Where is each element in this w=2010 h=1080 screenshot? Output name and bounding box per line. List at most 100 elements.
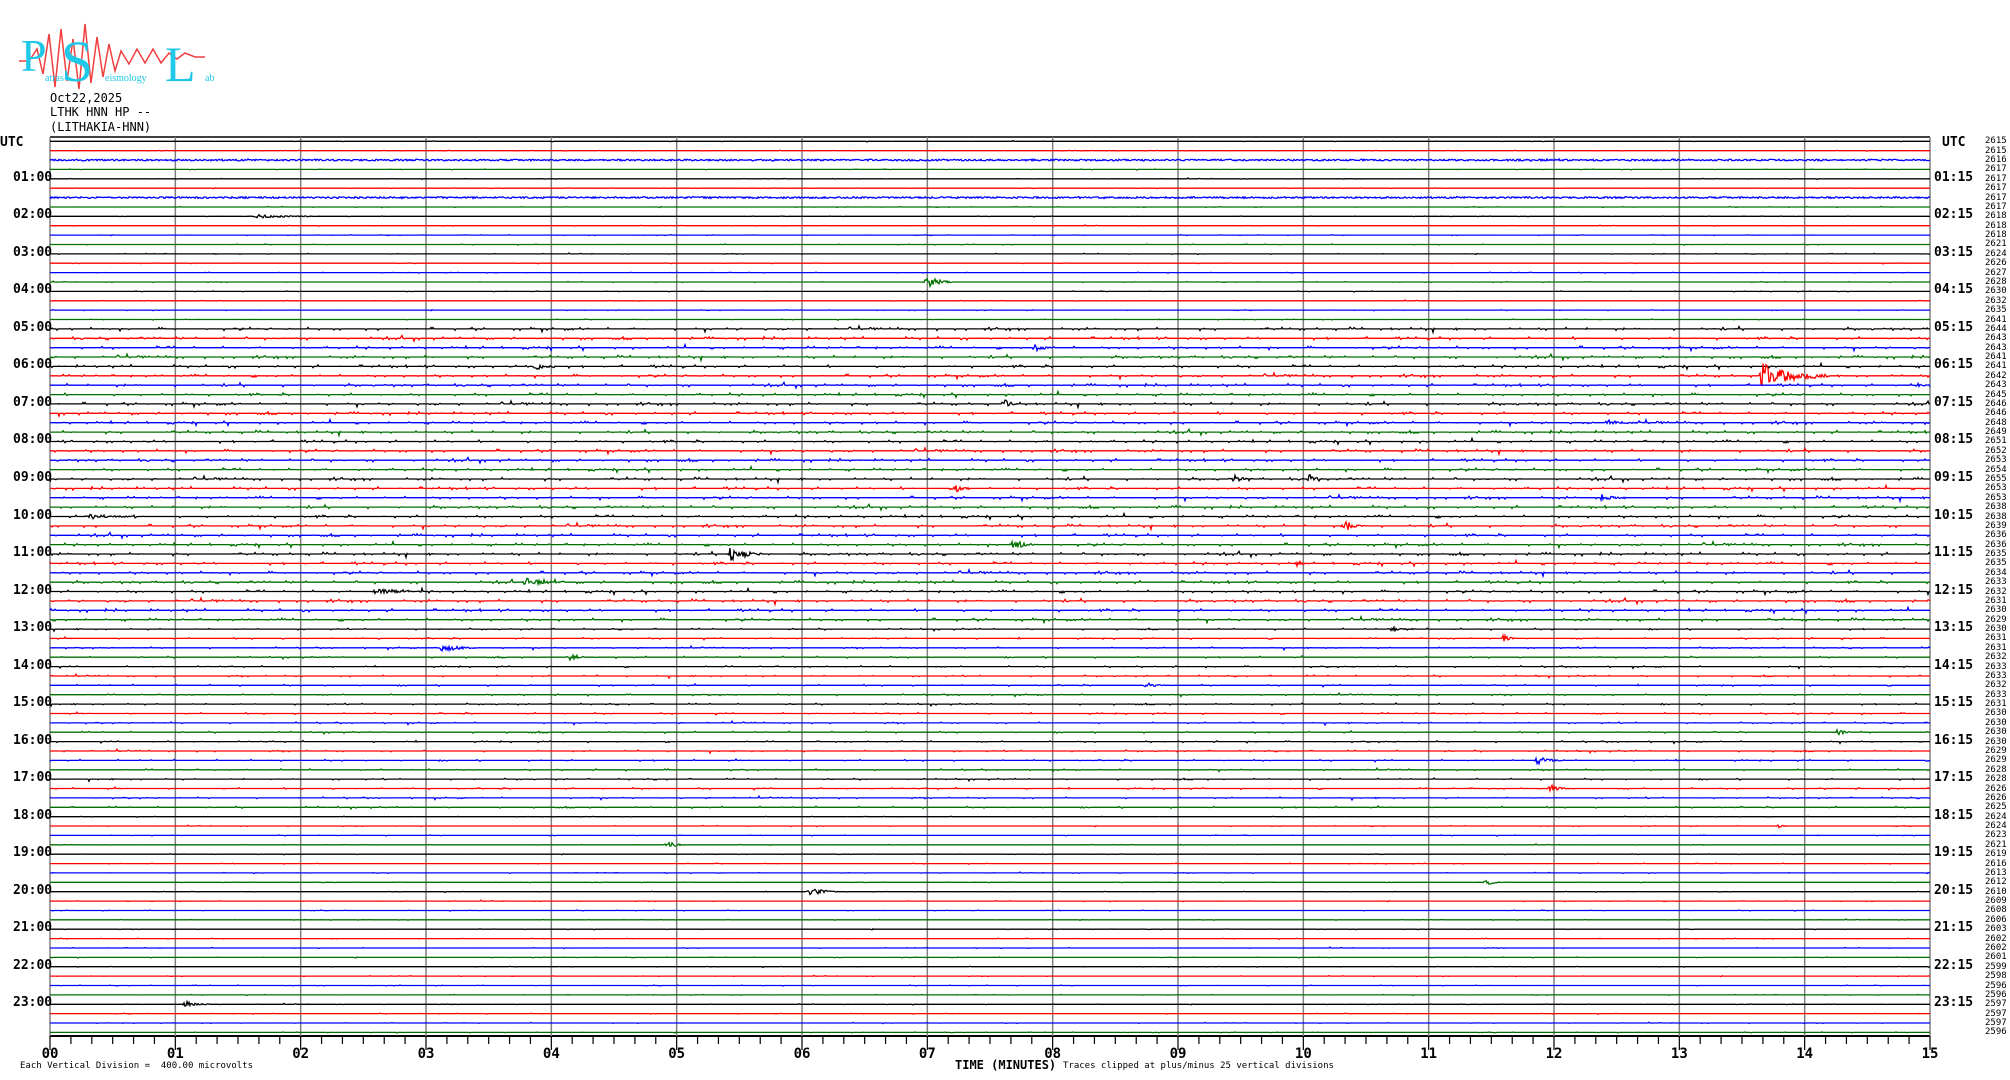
- seismic-trace-row-70: [49, 794, 1931, 802]
- seismic-trace-row-34: [50, 456, 1930, 465]
- row-value: 2615: [1985, 136, 2007, 147]
- row-value: 2644: [1985, 323, 2007, 334]
- x-tick-label: 14: [1796, 1046, 1814, 1062]
- seismic-trace-row-88: [50, 965, 1931, 969]
- seismic-trace-row-38: [50, 492, 1930, 504]
- seismic-trace-row-75: [50, 841, 1930, 848]
- hour-label-left: 22:00: [13, 957, 53, 973]
- row-value: 2634: [1985, 567, 2007, 578]
- row-value: 2597: [1985, 999, 2007, 1010]
- row-value: 2653: [1985, 455, 2007, 466]
- seismic-trace-row-26: [50, 380, 1931, 390]
- hour-label-left: 02:00: [13, 207, 53, 223]
- seismic-trace-row-91: [50, 993, 1930, 997]
- row-value: 2632: [1985, 586, 2007, 597]
- row-value: 2606: [1985, 914, 2007, 925]
- seismic-trace-row-66: [49, 756, 1931, 766]
- seismic-trace-row-14: [50, 271, 1930, 274]
- seismic-trace-row-22: [50, 342, 1930, 353]
- seismic-trace-row-40: [50, 511, 1930, 521]
- row-value: 2626: [1985, 792, 2007, 803]
- row-value: 2636: [1985, 539, 2007, 550]
- row-value: 2610: [1985, 886, 2007, 897]
- seismic-trace-row-24: [50, 361, 1930, 371]
- seismic-trace-row-84: [50, 927, 1930, 931]
- row-value: 2603: [1985, 924, 2007, 935]
- row-value: 2617: [1985, 192, 2007, 203]
- row-value: 2627: [1985, 267, 2007, 278]
- seismic-trace-row-42: [50, 531, 1930, 540]
- seismic-trace-row-18: [50, 308, 1930, 312]
- seismic-trace-row-3: [50, 168, 1930, 171]
- hour-label-left: 04:00: [13, 282, 53, 298]
- utc-right-label: UTC: [1942, 135, 1966, 150]
- hour-label-left: 01:00: [13, 169, 53, 185]
- x-tick-label: 11: [1420, 1046, 1438, 1062]
- seismic-trace-row-32: [50, 436, 1930, 446]
- hour-label-right: 05:15: [1934, 319, 1974, 335]
- seismic-trace-row-61: [50, 711, 1930, 716]
- hour-label-right: 18:15: [1934, 807, 1974, 823]
- seismic-trace-row-54: [50, 644, 1931, 652]
- seismic-trace-row-48: [50, 586, 1930, 597]
- row-value: 2617: [1985, 201, 2007, 212]
- x-axis-title: TIME (MINUTES): [955, 1058, 1057, 1072]
- row-value: 2602: [1985, 933, 2007, 944]
- row-value: 2649: [1985, 427, 2007, 438]
- hour-label-left: 16:00: [13, 732, 53, 748]
- row-value: 2632: [1985, 680, 2007, 691]
- row-value: 2636: [1985, 530, 2007, 541]
- svg-text:atras: atras: [45, 73, 64, 84]
- seismic-trace-row-80: [50, 888, 1930, 896]
- hour-label-right: 02:15: [1934, 207, 1974, 223]
- hour-label-right: 13:15: [1934, 620, 1974, 636]
- hour-label-right: 20:15: [1934, 882, 1974, 898]
- date-label: Oct22,2025: [50, 91, 123, 105]
- x-tick-label: 07: [918, 1046, 936, 1062]
- logo-wave: [19, 23, 206, 90]
- hour-label-right: 14:15: [1934, 657, 1974, 673]
- seismic-trace-row-36: [49, 473, 1930, 485]
- hour-label-right: 12:15: [1934, 582, 1974, 598]
- seismic-trace-row-77: [50, 862, 1930, 865]
- hour-label-right: 06:15: [1934, 357, 1974, 373]
- seismic-trace-row-20: [50, 324, 1930, 335]
- logo-letter-l: L: [165, 36, 196, 92]
- row-value: 2642: [1985, 370, 2007, 381]
- seismic-trace-row-63: [50, 728, 1930, 736]
- row-value: 2651: [1985, 436, 2007, 447]
- row-value: 2624: [1985, 811, 2007, 822]
- row-value: 2631: [1985, 595, 2007, 606]
- seismic-trace-row-11: [50, 243, 1930, 246]
- seismic-trace-row-64: [49, 739, 1930, 745]
- seismic-trace-row-94: [50, 1021, 1930, 1025]
- row-value: 2638: [1985, 511, 2007, 522]
- hour-label-left: 11:00: [13, 545, 53, 561]
- row-value: 2596: [1985, 1027, 2007, 1038]
- seismic-trace-row-0: [50, 139, 1930, 143]
- hour-label-right: 16:15: [1934, 732, 1974, 748]
- row-value: 2618: [1985, 230, 2007, 241]
- row-value: 2638: [1985, 502, 2007, 513]
- row-value: 2653: [1985, 492, 2007, 503]
- seismic-trace-row-49: [50, 596, 1931, 607]
- row-value: 2630: [1985, 736, 2007, 747]
- division-note: Each Vertical Division = 400.00 microvol…: [20, 1061, 253, 1071]
- logo-letter-s: S: [61, 29, 93, 94]
- row-value: 2619: [1985, 849, 2007, 860]
- row-value: 2617: [1985, 164, 2007, 175]
- seismic-trace-row-74: [50, 834, 1930, 837]
- hour-label-right: 15:15: [1934, 695, 1974, 711]
- seismic-trace-row-68: [50, 777, 1930, 783]
- seismic-trace-row-59: [50, 691, 1930, 698]
- row-value: 2599: [1985, 961, 2007, 972]
- seismic-trace-row-85: [50, 937, 1930, 941]
- seismic-trace-row-30: [50, 417, 1930, 428]
- seismic-trace-row-37: [50, 483, 1930, 493]
- seismic-trace-row-4: [50, 177, 1930, 181]
- x-tick-label: 00: [41, 1046, 59, 1062]
- clip-note: Traces clipped at plus/minus 25 vertical…: [1063, 1061, 1334, 1071]
- psl-logo: P S L atras eismology ab: [0, 0, 215, 94]
- hour-label-right: 03:15: [1934, 244, 1974, 260]
